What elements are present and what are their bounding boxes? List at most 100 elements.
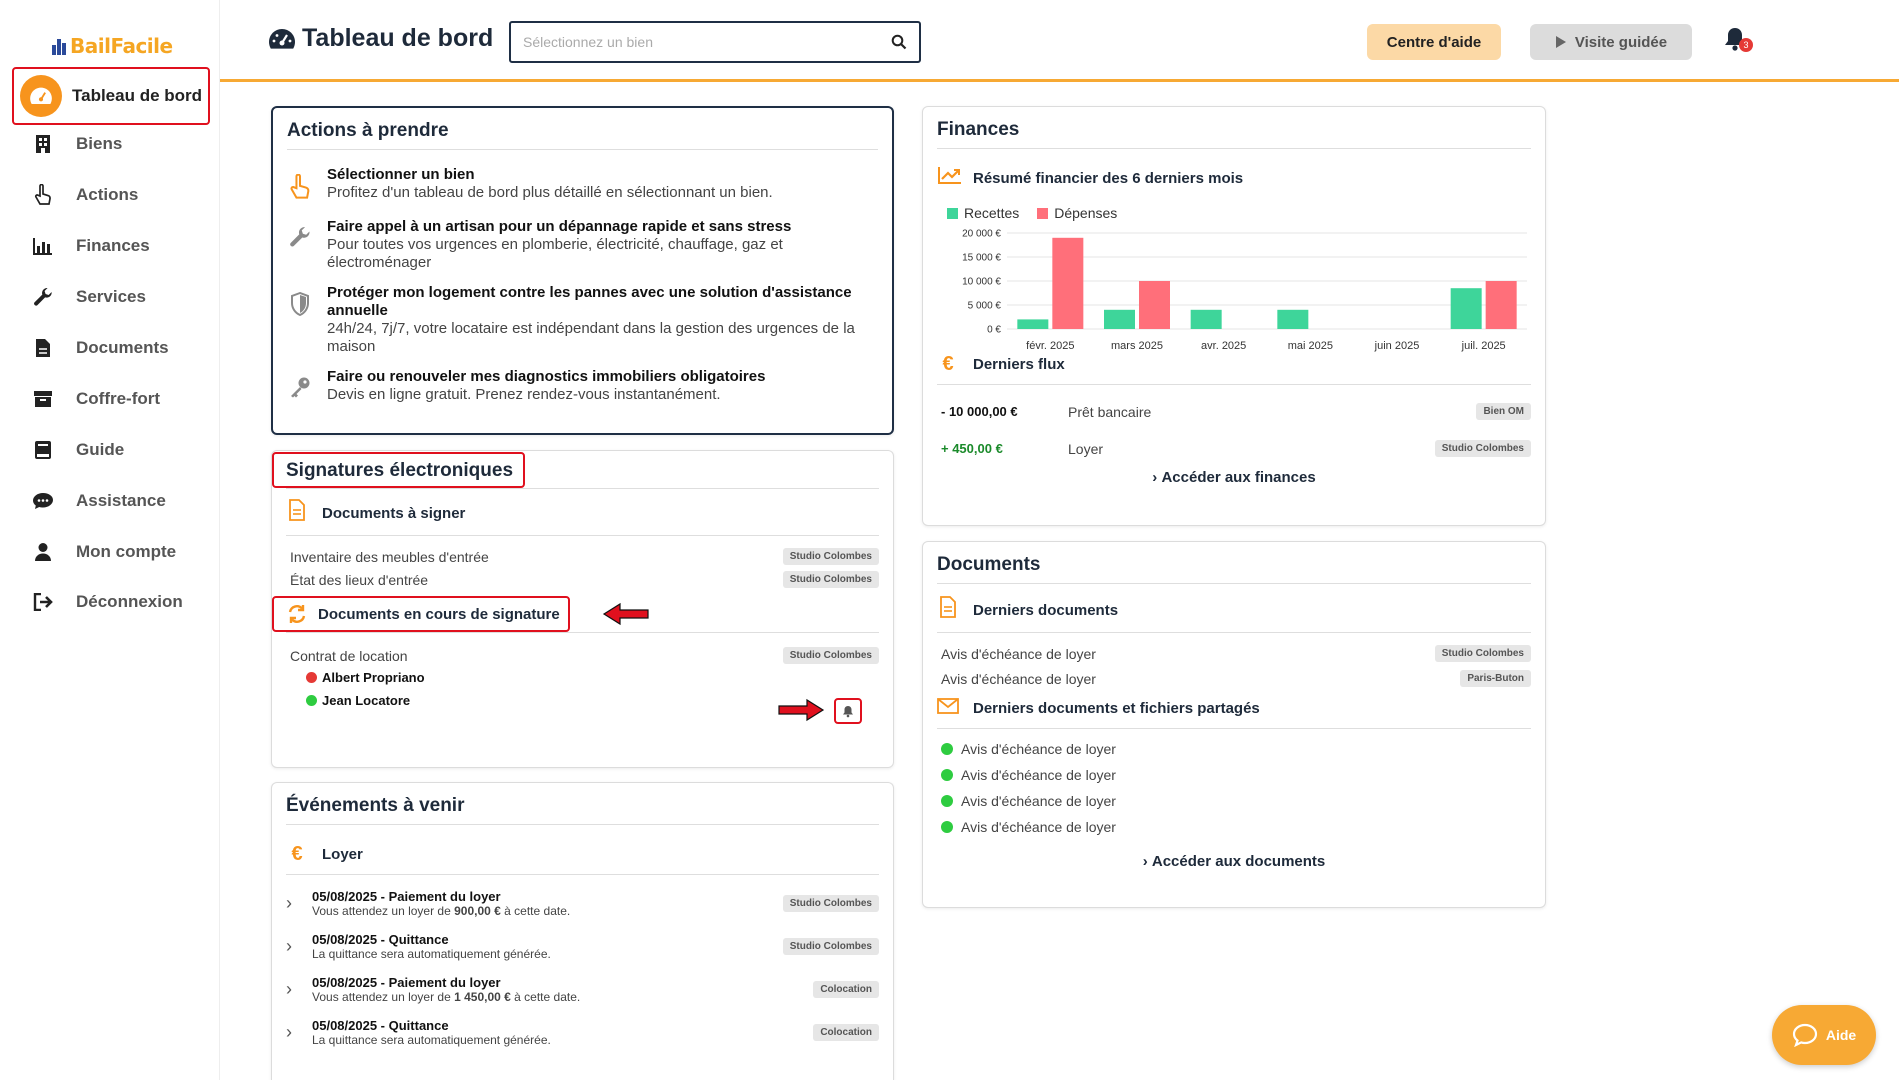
bar-depenses-1[interactable] (1139, 281, 1170, 329)
bar-recettes-0[interactable] (1017, 319, 1049, 329)
event-title: 05/08/2025 - Quittance (312, 932, 449, 947)
event-desc-start: Vous attendez un loyer de (312, 990, 455, 1004)
sidebar-item-assistance[interactable]: Assistance (12, 472, 210, 530)
brand-logo[interactable]: BailFacile (52, 34, 173, 58)
flow-row[interactable]: + 450,00 € Loyer Studio Colombes (937, 440, 1531, 457)
shared-document-row[interactable]: Avis d'échéance de loyer (937, 819, 1531, 835)
document-to-sign-row[interactable]: État des lieux d'entrée Studio Colombes (286, 571, 879, 588)
action-description: Profitez d'un tableau de bord plus détai… (327, 184, 773, 201)
recent-document-row[interactable]: Avis d'échéance de loyer Studio Colombes (937, 645, 1531, 662)
chevron-right-icon[interactable]: › (286, 893, 292, 913)
sidebar-item-documents[interactable]: Documents (12, 319, 210, 377)
event-row[interactable]: › 05/08/2025 - Paiement du loyer Vous atte… (286, 889, 879, 918)
in-progress-doc-name: Contrat de location (290, 647, 408, 664)
sidebar-item-biens[interactable]: Biens (12, 115, 210, 173)
chevron-right-icon: › (1152, 469, 1162, 486)
bell-reminder-icon (843, 705, 853, 717)
event-row[interactable]: › 05/08/2025 - Quittance La quittance sera… (286, 932, 879, 961)
shared-status-dot (941, 821, 953, 833)
chevron-right-icon[interactable]: › (286, 979, 292, 999)
recent-documents-header: Derniers documents (937, 596, 1531, 633)
property-tag: Bien OM (1476, 403, 1531, 420)
shared-document-row[interactable]: Avis d'échéance de loyer (937, 767, 1531, 783)
recent-document-row[interactable]: Avis d'échéance de loyer Paris-Buton (937, 670, 1531, 687)
floating-help-button[interactable]: Aide (1772, 1005, 1876, 1065)
action-text: Protéger mon logement contre les pannes … (327, 284, 878, 356)
x-tick-label: juin 2025 (1374, 340, 1420, 352)
sidebar-item-guide[interactable]: Guide (12, 421, 210, 479)
go-to-finances-link[interactable]: › Accéder aux finances (937, 469, 1531, 486)
chevron-right-icon[interactable]: › (286, 1022, 292, 1042)
documents-title: Documents (937, 554, 1531, 584)
document-icon (30, 335, 56, 361)
bar-recettes-3[interactable] (1277, 309, 1309, 329)
sidebar-item-label: Services (76, 287, 146, 306)
sidebar-item-tableau-de-bord[interactable]: Tableau de bord (12, 67, 210, 125)
action-description: Pour toutes vos urgences en plomberie, é… (327, 236, 783, 271)
remind-signer-button[interactable] (834, 698, 862, 724)
finances-title: Finances (937, 119, 1531, 149)
bar-chart-icon (30, 233, 56, 259)
envelope-icon (937, 697, 959, 720)
rent-section-title: Loyer (322, 846, 363, 863)
sidebar-item-services[interactable]: Services (12, 268, 210, 326)
sidebar-item-actions[interactable]: Actions (12, 166, 210, 224)
sidebar-item-finances[interactable]: Finances (12, 217, 210, 275)
bar-depenses-0[interactable] (1052, 237, 1084, 329)
bar-recettes-1[interactable] (1104, 309, 1135, 329)
in-progress-row[interactable]: Contrat de location Studio Colombes (286, 647, 879, 664)
bar-depenses-5[interactable] (1485, 281, 1517, 329)
chevron-right-icon[interactable]: › (286, 936, 292, 956)
legend-item-depenses[interactable]: Dépenses (1037, 205, 1117, 221)
help-center-button[interactable]: Centre d'aide (1367, 24, 1501, 60)
property-tag: Paris-Buton (1460, 670, 1531, 687)
building-icon (30, 131, 56, 157)
bar-recettes-2[interactable] (1190, 309, 1222, 329)
legend-label-recettes: Recettes (964, 205, 1020, 221)
shared-status-dot (941, 769, 953, 781)
sidebar-item-coffre-fort[interactable]: Coffre-fort (12, 370, 210, 428)
action-item[interactable]: Faire ou renouveler mes diagnostics immo… (287, 368, 878, 404)
action-item[interactable]: Protéger mon logement contre les pannes … (287, 284, 878, 356)
go-to-documents-link[interactable]: › Accéder aux documents (937, 853, 1531, 870)
y-tick-label: 20 000 € (962, 229, 1001, 240)
recent-documents-title: Derniers documents (973, 601, 1119, 619)
flow-row[interactable]: - 10 000,00 € Prêt bancaire Bien OM (937, 403, 1531, 420)
action-item[interactable]: Sélectionner un bien Profitez d'un tablea… (287, 166, 878, 206)
flow-amount: + 450,00 € (941, 441, 1003, 456)
wrench-icon (287, 218, 313, 272)
property-search[interactable] (509, 21, 921, 63)
guided-tour-label: Visite guidée (1574, 33, 1668, 51)
event-amount: 1 450,00 € (454, 990, 511, 1004)
sidebar-item-mon-compte[interactable]: Mon compte (12, 523, 210, 581)
annotation-arrow-left-icon (602, 602, 649, 626)
documents-to-sign-header: Documents à signer (286, 499, 879, 536)
document-name: Inventaire des meubles d'entrée (290, 548, 489, 565)
event-desc-end: à cette date. (500, 904, 571, 918)
dashboard-gauge-icon (269, 28, 295, 49)
documents-card: Documents Derniers documents Avis d'éché… (922, 541, 1546, 908)
document-to-sign-row[interactable]: Inventaire des meubles d'entrée Studio Co… (286, 548, 879, 565)
sidebar-item-deconnexion[interactable]: Déconnexion (12, 573, 210, 631)
search-icon[interactable] (891, 34, 907, 50)
event-row[interactable]: › 05/08/2025 - Paiement du loyer Vous atte… (286, 975, 879, 1004)
action-title: Sélectionner un bien (327, 166, 475, 183)
property-search-input[interactable] (523, 34, 891, 50)
shared-document-row[interactable]: Avis d'échéance de loyer (937, 741, 1531, 757)
event-row[interactable]: › 05/08/2025 - Quittance La quittance sera… (286, 1018, 879, 1047)
action-item[interactable]: Faire appel à un artisan pour un dépanna… (287, 218, 878, 272)
sidebar-item-label: Coffre-fort (76, 389, 161, 408)
action-description: 24h/24, 7j/7, votre locataire est indépe… (327, 320, 855, 355)
latest-flows-title: Derniers flux (973, 356, 1065, 373)
legend-item-recettes[interactable]: Recettes (947, 205, 1019, 221)
shared-document-row[interactable]: Avis d'échéance de loyer (937, 793, 1531, 809)
events-title: Événements à venir (286, 795, 879, 825)
x-tick-label: juil. 2025 (1461, 340, 1506, 352)
notifications-button[interactable]: 3 (1723, 26, 1753, 56)
flow-label: Prêt bancaire (1068, 403, 1152, 420)
action-title: Faire ou renouveler mes diagnostics immo… (327, 368, 766, 385)
financial-bar-chart: 20 000 € 15 000 € 10 000 € 5 000 € 0 € févr. … (962, 229, 1527, 352)
bar-recettes-5[interactable] (1450, 288, 1482, 329)
guided-tour-button[interactable]: Visite guidée (1530, 24, 1692, 60)
x-tick-label: mai 2025 (1288, 340, 1333, 352)
